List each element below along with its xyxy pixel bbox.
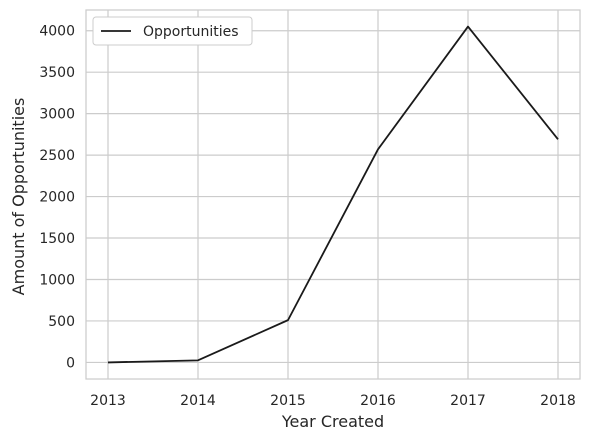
plot-frame [85, 9, 581, 380]
x-tick-label: 2016 [360, 393, 396, 409]
y-tick-label: 500 [48, 314, 75, 330]
x-axis-label: Year Created [281, 412, 384, 431]
y-tick-label: 1000 [39, 272, 75, 288]
series-group [107, 25, 559, 364]
series-line [107, 25, 559, 364]
legend: Opportunities [92, 16, 253, 46]
y-tick-label: 0 [66, 355, 75, 371]
x-tick-label: 2015 [270, 393, 306, 409]
legend-box [92, 16, 253, 46]
x-tick-label: 2014 [180, 393, 216, 409]
y-tick-label: 2000 [39, 190, 75, 206]
y-axis-label: Amount of Opportunities [9, 98, 28, 296]
x-axis-ticks: 2013 2014 2015 2016 2017 2018 [90, 393, 576, 409]
legend-label: Opportunities [143, 24, 239, 40]
x-tick-label: 2017 [450, 393, 486, 409]
grid [86, 10, 580, 379]
x-tick-label: 2018 [540, 393, 576, 409]
y-axis-ticks: 0 500 1000 1500 2000 2500 3000 3500 4000 [39, 24, 75, 372]
y-tick-label: 3500 [39, 65, 75, 81]
x-tick-label: 2013 [90, 393, 126, 409]
y-tick-label: 2500 [39, 148, 75, 164]
y-tick-label: 1500 [39, 231, 75, 247]
y-tick-label: 3000 [39, 107, 75, 123]
y-tick-label: 4000 [39, 24, 75, 40]
